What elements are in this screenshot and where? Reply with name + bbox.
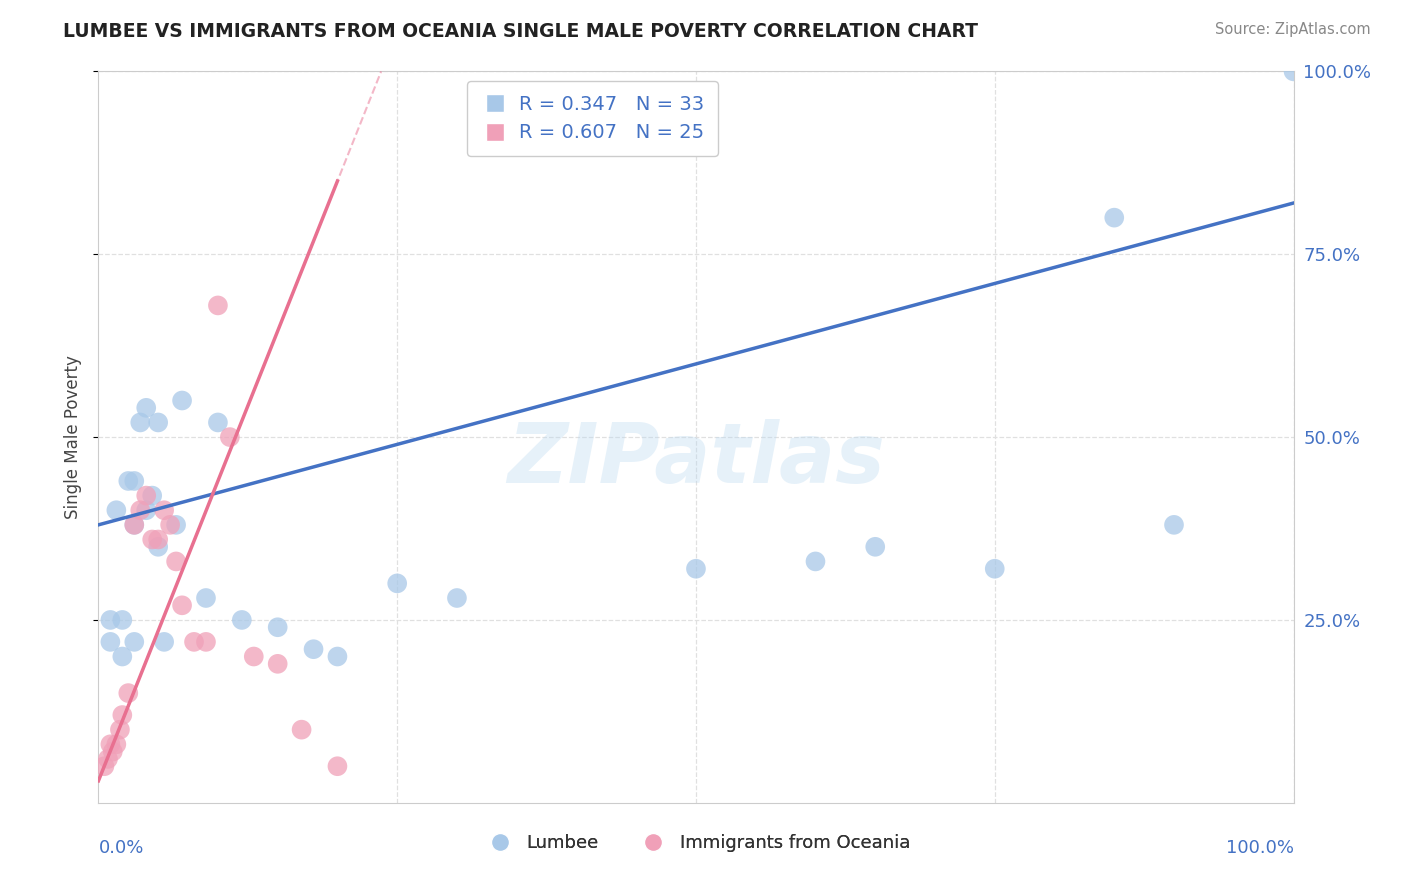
Point — [165, 517, 187, 532]
Point — [165, 554, 187, 568]
Point — [243, 649, 266, 664]
Point — [207, 298, 229, 312]
Point — [117, 686, 139, 700]
Point — [93, 759, 115, 773]
Point — [153, 635, 176, 649]
Point — [267, 620, 290, 634]
Point — [129, 416, 152, 430]
Point — [183, 635, 205, 649]
Point — [195, 591, 218, 605]
Point — [124, 517, 146, 532]
Point — [159, 517, 181, 532]
Point — [135, 503, 157, 517]
Point — [101, 745, 124, 759]
Text: ZIPatlas: ZIPatlas — [508, 418, 884, 500]
Point — [804, 554, 827, 568]
Point — [97, 752, 120, 766]
Point — [172, 393, 194, 408]
Point — [98, 635, 122, 649]
Text: LUMBEE VS IMMIGRANTS FROM OCEANIA SINGLE MALE POVERTY CORRELATION CHART: LUMBEE VS IMMIGRANTS FROM OCEANIA SINGLE… — [63, 22, 979, 41]
Point — [153, 503, 176, 517]
Point — [105, 737, 128, 751]
Y-axis label: Single Male Poverty: Single Male Poverty — [65, 355, 83, 519]
Point — [984, 562, 1007, 576]
Point — [111, 613, 134, 627]
Point — [135, 401, 157, 415]
Point — [141, 489, 163, 503]
Point — [98, 737, 122, 751]
Point — [1163, 517, 1185, 532]
Point — [326, 649, 349, 664]
Point — [117, 474, 139, 488]
Point — [124, 474, 146, 488]
Point — [108, 723, 131, 737]
Legend: Lumbee, Immigrants from Oceania: Lumbee, Immigrants from Oceania — [474, 827, 918, 860]
Point — [111, 649, 134, 664]
Point — [267, 657, 290, 671]
Point — [172, 599, 194, 613]
Point — [1282, 64, 1305, 78]
Point — [326, 759, 349, 773]
Point — [865, 540, 887, 554]
Point — [685, 562, 707, 576]
Text: 100.0%: 100.0% — [1226, 839, 1294, 857]
Text: Source: ZipAtlas.com: Source: ZipAtlas.com — [1215, 22, 1371, 37]
Point — [195, 635, 218, 649]
Point — [231, 613, 253, 627]
Point — [148, 540, 170, 554]
Point — [291, 723, 314, 737]
Point — [141, 533, 163, 547]
Point — [124, 517, 146, 532]
Point — [446, 591, 468, 605]
Point — [105, 503, 128, 517]
Point — [111, 708, 134, 723]
Point — [302, 642, 325, 657]
Point — [124, 635, 146, 649]
Point — [219, 430, 242, 444]
Point — [148, 533, 170, 547]
Point — [135, 489, 157, 503]
Point — [129, 503, 152, 517]
Point — [98, 613, 122, 627]
Point — [1104, 211, 1126, 225]
Point — [385, 576, 409, 591]
Point — [148, 416, 170, 430]
Point — [207, 416, 229, 430]
Text: 0.0%: 0.0% — [98, 839, 143, 857]
